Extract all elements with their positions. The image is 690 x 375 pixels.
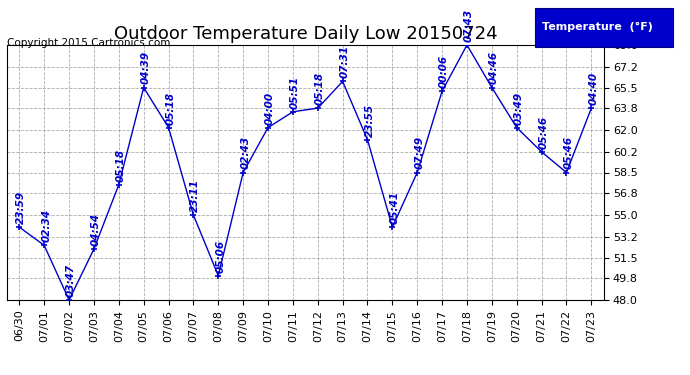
Text: 00:06: 00:06 xyxy=(439,55,449,88)
Text: 05:51: 05:51 xyxy=(290,76,300,109)
Title: Outdoor Temperature Daily Low 20150724: Outdoor Temperature Daily Low 20150724 xyxy=(114,26,497,44)
Text: 05:41: 05:41 xyxy=(389,191,400,224)
Text: 04:39: 04:39 xyxy=(141,51,150,84)
Text: 04:40: 04:40 xyxy=(589,72,598,105)
Text: Temperature  (°F): Temperature (°F) xyxy=(542,22,653,32)
Text: 05:18: 05:18 xyxy=(116,148,126,182)
Text: 02:34: 02:34 xyxy=(41,209,51,242)
Text: 07:49: 07:49 xyxy=(414,136,424,170)
Text: 05:46: 05:46 xyxy=(539,116,549,149)
Text: 05:06: 05:06 xyxy=(215,240,225,273)
Text: 03:49: 03:49 xyxy=(513,92,524,124)
Text: 23:55: 23:55 xyxy=(364,104,375,136)
Text: 02:43: 02:43 xyxy=(240,136,250,170)
Text: 03:47: 03:47 xyxy=(66,264,76,297)
Text: 07:43: 07:43 xyxy=(464,9,474,42)
Text: 04:54: 04:54 xyxy=(91,213,101,246)
Text: 05:18: 05:18 xyxy=(166,92,175,124)
Text: 23:11: 23:11 xyxy=(190,179,200,212)
Text: 05:46: 05:46 xyxy=(564,136,573,170)
Text: 04:46: 04:46 xyxy=(489,51,499,84)
Text: Copyright 2015 Cartronics.com: Copyright 2015 Cartronics.com xyxy=(7,38,170,48)
Text: 23:59: 23:59 xyxy=(17,191,26,224)
Text: 07:31: 07:31 xyxy=(339,45,350,78)
Text: 05:18: 05:18 xyxy=(315,72,325,105)
Text: 04:00: 04:00 xyxy=(265,92,275,124)
